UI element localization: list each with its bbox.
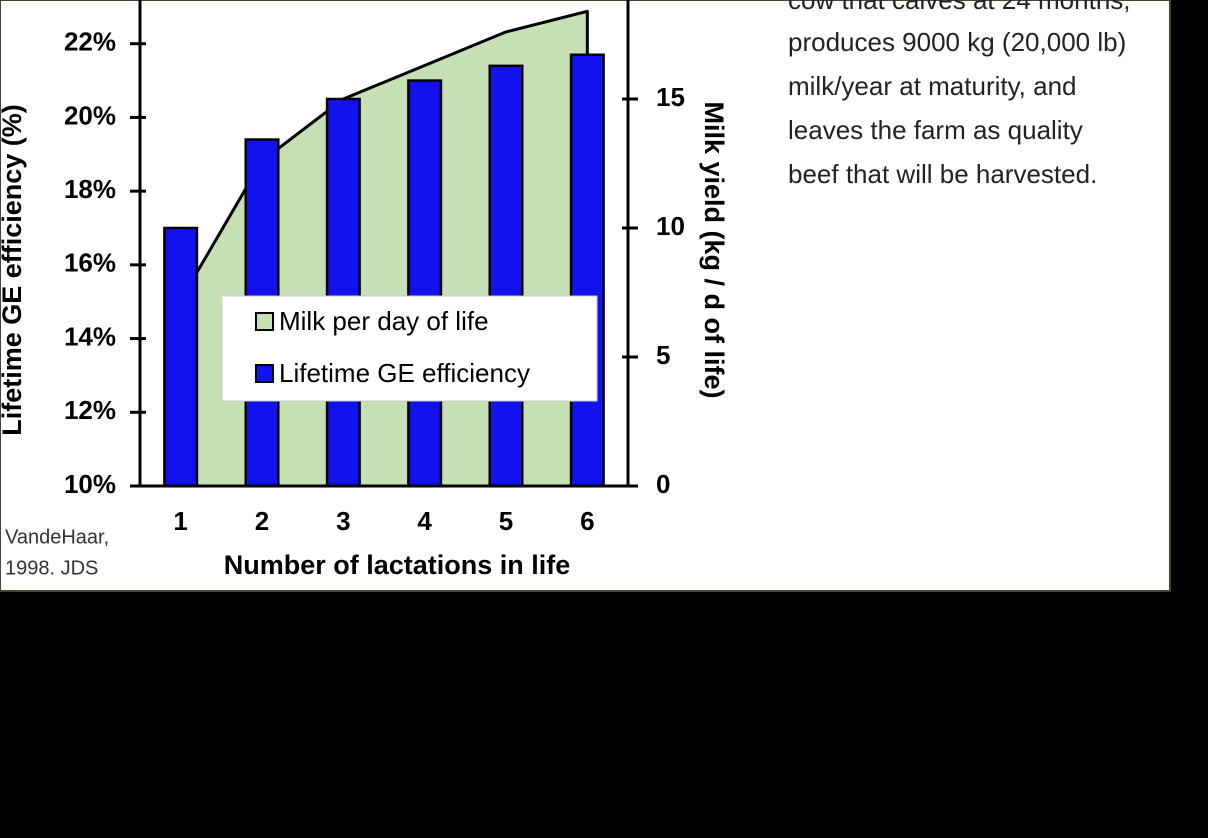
bar xyxy=(325,97,361,488)
y-tick-label: 12% xyxy=(64,395,116,425)
bar xyxy=(163,226,199,488)
legend-swatch xyxy=(255,312,274,331)
y-axis-title: Lifetime GE efficiency (%) xyxy=(0,104,27,436)
note-line: leaves the farm as quality xyxy=(788,115,1083,145)
note-line: produces 9000 kg (20,000 lb) xyxy=(788,27,1126,57)
y2-tick-label: 0 xyxy=(656,469,670,499)
y-tick-label: 18% xyxy=(64,174,116,204)
y-tick-label: 14% xyxy=(64,321,116,351)
y-tick-label: 16% xyxy=(64,248,116,278)
note-line: beef that will be harvested. xyxy=(788,159,1097,189)
legend-box xyxy=(221,295,598,402)
y-tick-label: 20% xyxy=(64,100,116,130)
y-tick-label: 10% xyxy=(64,469,116,499)
bar xyxy=(488,64,524,488)
y-tick-label: 22% xyxy=(64,27,116,57)
legend-swatch xyxy=(255,364,274,383)
y2-tick-label: 15 xyxy=(656,82,685,112)
x-tick-label: 1 xyxy=(173,506,187,536)
y2-tick-label: 10 xyxy=(656,211,685,241)
x-tick-label: 5 xyxy=(499,506,513,536)
citation: VandeHaar, xyxy=(5,526,109,548)
legend-label: Lifetime GE efficiency xyxy=(279,358,530,388)
x-tick-label: 4 xyxy=(417,506,432,536)
bar xyxy=(407,79,443,488)
x-axis-title: Number of lactations in life xyxy=(224,550,571,580)
x-tick-label: 3 xyxy=(336,506,350,536)
citation: 1998. JDS xyxy=(5,557,98,579)
legend-label: Milk per day of life xyxy=(279,306,489,336)
bar xyxy=(569,53,605,488)
note-line: cow that calves at 24 months, xyxy=(788,0,1131,15)
x-tick-label: 2 xyxy=(255,506,269,536)
y2-axis-title: Milk yield (kg / d of life) xyxy=(699,101,729,398)
y2-tick-label: 5 xyxy=(656,340,670,370)
x-tick-label: 6 xyxy=(580,506,594,536)
note-line: milk/year at maturity, and xyxy=(788,71,1077,101)
